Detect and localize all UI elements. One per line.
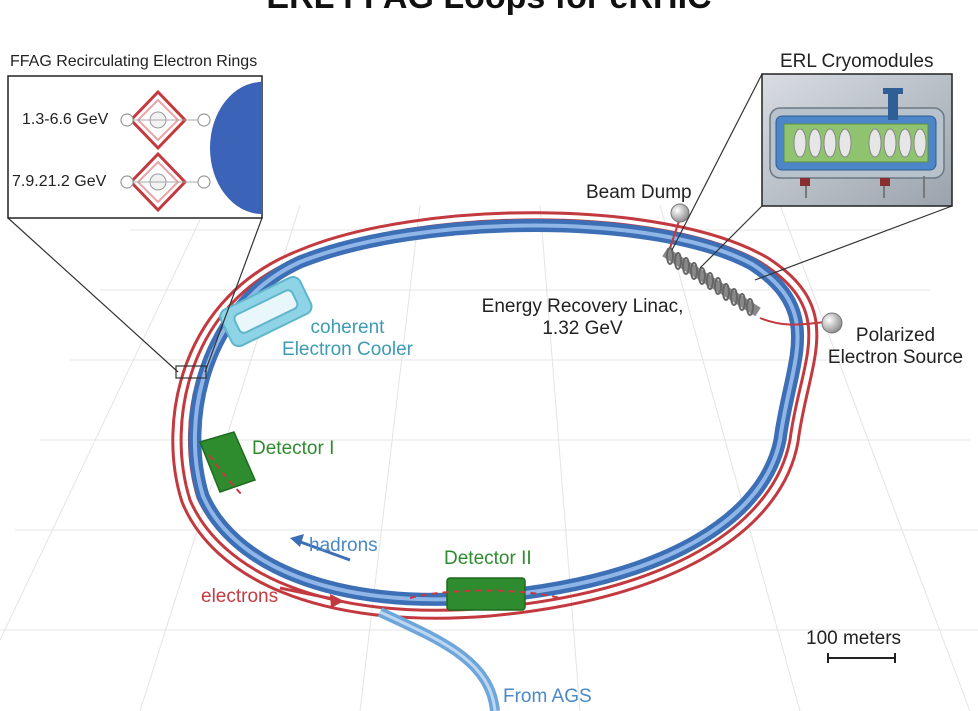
scale-label: 100 meters xyxy=(806,628,902,649)
ffag-ring-2-energy: 7.9.21.2 GeV xyxy=(12,173,107,190)
beam-dump-sphere xyxy=(670,203,690,223)
detector-2 xyxy=(409,577,561,611)
diagram-title: ERL FFAG Loops for eRHIC xyxy=(0,0,978,17)
electrons-label: electrons xyxy=(201,586,279,607)
hadrons-label: hadrons xyxy=(309,535,378,556)
electron-cooler xyxy=(219,275,313,348)
erl-inset xyxy=(761,73,953,207)
ffag-ring-2 xyxy=(120,151,211,213)
detector-1-label: Detector I xyxy=(252,438,335,459)
erl-inset-title: ERL Cryomodules xyxy=(780,51,934,72)
ffag-ring-1-energy: 1.3-6.6 GeV xyxy=(22,111,109,128)
erl-label: Energy Recovery Linac, 1.32 GeV xyxy=(470,296,695,340)
erl-callout-lines xyxy=(671,73,953,281)
from-ags-label: From AGS xyxy=(503,686,592,707)
source-label-line2: Electron Source xyxy=(827,346,964,368)
beam-dump-label: Beam Dump xyxy=(586,182,692,203)
ffag-callout-lines xyxy=(7,217,263,379)
hadron-ring xyxy=(188,219,804,606)
hadron-arrow xyxy=(290,534,351,562)
detector-2-label: Detector II xyxy=(444,548,532,569)
source-label: Polarized Electron Source xyxy=(818,325,973,369)
detector-1 xyxy=(198,431,257,496)
electron-arrow xyxy=(279,586,344,608)
cooler-label: coherent Electron Cooler xyxy=(270,317,425,361)
source-label-line1: Polarized xyxy=(855,325,936,346)
electron-source-sphere xyxy=(821,312,843,334)
erl-label-line1: Energy Recovery Linac, xyxy=(481,296,684,317)
cooler-label-line2: Electron Cooler xyxy=(282,338,413,360)
ffag-inset-title: FFAG Recirculating Electron Rings xyxy=(10,53,258,70)
ffag-ring-1 xyxy=(120,89,211,151)
scale-bar xyxy=(827,653,896,663)
ags-injection-line xyxy=(377,607,500,711)
cooler-label-line1: coherent xyxy=(310,317,385,338)
erl-label-line2: 1.32 GeV xyxy=(542,317,623,339)
erl-linac xyxy=(662,247,761,317)
ffag-inset xyxy=(7,75,263,219)
